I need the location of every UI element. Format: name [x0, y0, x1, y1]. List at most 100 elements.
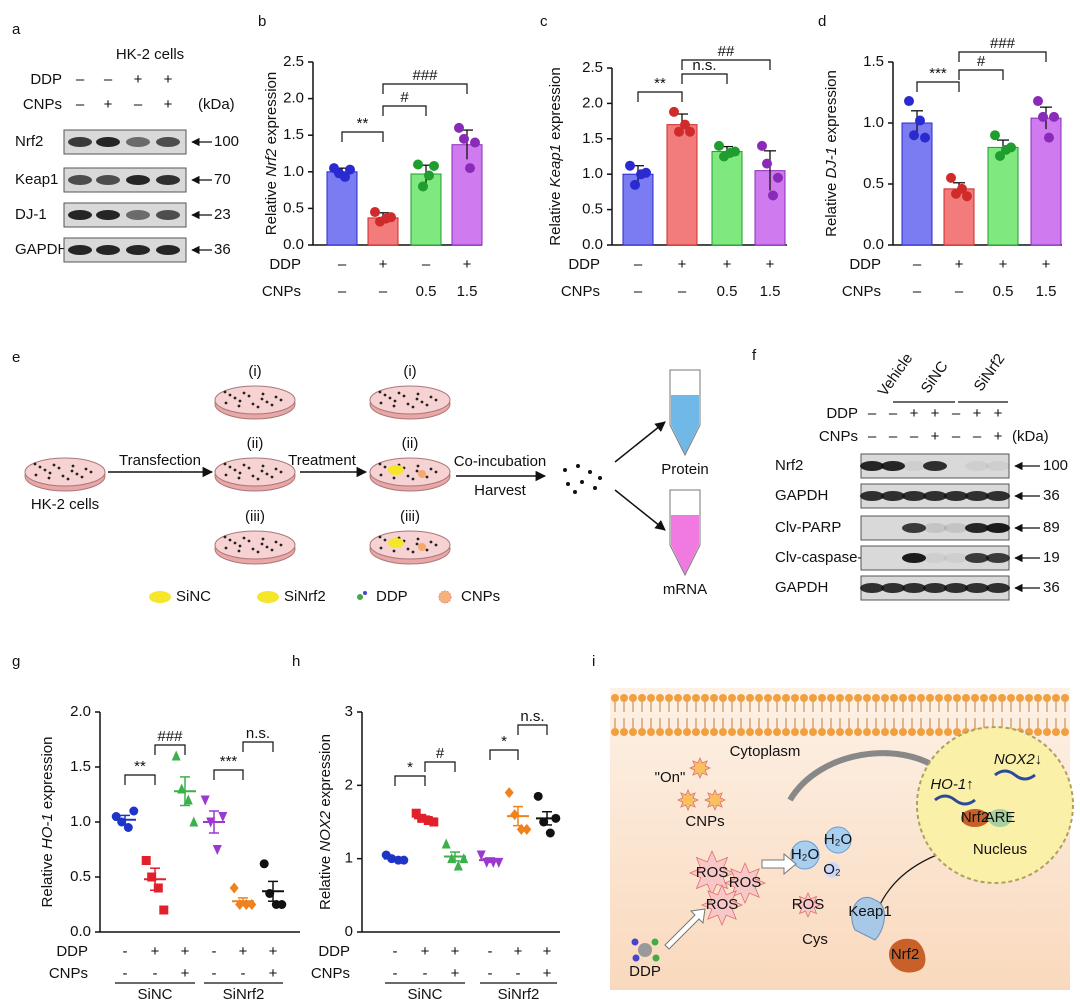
lipid-head — [899, 694, 907, 702]
cell — [378, 462, 382, 466]
cell — [415, 397, 419, 401]
extract-dot — [576, 464, 580, 468]
lane-sign: – — [134, 96, 143, 113]
band — [965, 491, 989, 501]
blot-title: HK-2 cells — [116, 46, 184, 63]
data-point — [413, 159, 423, 170]
cell — [411, 550, 415, 554]
data-point — [669, 106, 679, 117]
cell — [233, 541, 237, 545]
diagram-text: ARE — [985, 809, 1016, 826]
cell — [260, 469, 264, 473]
lipid-head — [1043, 728, 1051, 736]
lane-sign: + — [910, 405, 919, 422]
y-tick-label: 0.5 — [863, 175, 884, 192]
data-point — [470, 137, 480, 148]
ddp-atom — [651, 938, 659, 946]
lane-sign: – — [952, 405, 961, 422]
band-label: GAPDH — [15, 241, 68, 258]
molecule — [790, 840, 820, 870]
legend-label: DDP — [376, 588, 408, 605]
band — [902, 583, 926, 593]
condition-label: + — [421, 943, 430, 960]
band-label: Keap1 — [15, 171, 58, 188]
data-point — [920, 132, 930, 143]
lipid-head — [773, 694, 781, 702]
band — [860, 491, 884, 501]
lane-sign: + — [164, 96, 173, 113]
lipid-head — [800, 728, 808, 736]
condition-label: 0.5 — [416, 283, 437, 300]
y-tick-label: 0.5 — [582, 201, 603, 218]
row-label: DDP — [826, 405, 858, 422]
lipid-head — [647, 694, 655, 702]
dna — [934, 769, 1036, 806]
y-tick-label: 1.0 — [70, 813, 91, 830]
data-point — [762, 158, 772, 169]
data-point — [510, 809, 520, 821]
condition-label: 1.5 — [457, 283, 478, 300]
lipid-head — [971, 694, 979, 702]
band — [156, 175, 180, 185]
lipid-head — [899, 728, 907, 736]
condition-label: + — [379, 256, 388, 273]
label-part: expression — [263, 72, 280, 149]
row-label: CNPs — [23, 96, 62, 113]
cell — [429, 395, 433, 399]
significance-label: * — [501, 733, 507, 750]
lipid-head — [647, 728, 655, 736]
band — [944, 523, 968, 533]
lipid-head — [746, 728, 754, 736]
lipid-head — [1052, 694, 1060, 702]
cell — [242, 391, 246, 395]
band — [965, 523, 989, 533]
data-point — [370, 207, 380, 218]
condition-label: - — [516, 965, 521, 982]
y-tick-label: 2.5 — [582, 59, 603, 76]
lipid-head — [629, 694, 637, 702]
condition-label: + — [451, 965, 460, 982]
y-tick-label: 1.5 — [70, 758, 91, 775]
unit-label: (kDa) — [1012, 428, 1049, 445]
significance-label: ** — [134, 758, 146, 775]
lipid-head — [917, 694, 925, 702]
condition-label: + — [269, 943, 278, 960]
lipid-head — [719, 728, 727, 736]
lane-sign: + — [994, 405, 1003, 422]
data-point — [424, 170, 434, 181]
diagram-text: Nucleus — [973, 841, 1027, 858]
lipid-head — [611, 694, 619, 702]
lane-sign: – — [889, 405, 898, 422]
data-point — [212, 845, 222, 855]
mw-label: 19 — [1043, 549, 1060, 566]
band-label: Nrf2 — [15, 133, 43, 150]
condition-label: + — [151, 943, 160, 960]
y-axis-label: Relative DJ-1 expression — [823, 70, 840, 237]
lipid-head — [1034, 728, 1042, 736]
lipid-head — [791, 728, 799, 736]
label-part: Keap1 — [547, 144, 564, 192]
band — [156, 137, 180, 147]
cell — [265, 400, 269, 404]
panel-label: d — [818, 13, 826, 30]
lipid-head — [1016, 694, 1024, 702]
row-label: DDP — [318, 943, 350, 960]
cell — [242, 536, 246, 540]
condition-label: (ii) — [402, 435, 419, 452]
cell — [233, 468, 237, 472]
band — [923, 523, 947, 533]
cell — [416, 537, 420, 541]
lipid-head — [935, 728, 943, 736]
condition-label: + — [463, 256, 472, 273]
condition-label: + — [239, 943, 248, 960]
cell — [224, 473, 228, 477]
lipid-head — [683, 694, 691, 702]
data-point — [995, 150, 1005, 161]
data-point — [714, 140, 724, 151]
cell — [379, 473, 383, 477]
lipid-head — [881, 728, 889, 736]
complex — [961, 809, 989, 827]
band — [986, 461, 1010, 471]
significance-label: # — [977, 53, 986, 70]
